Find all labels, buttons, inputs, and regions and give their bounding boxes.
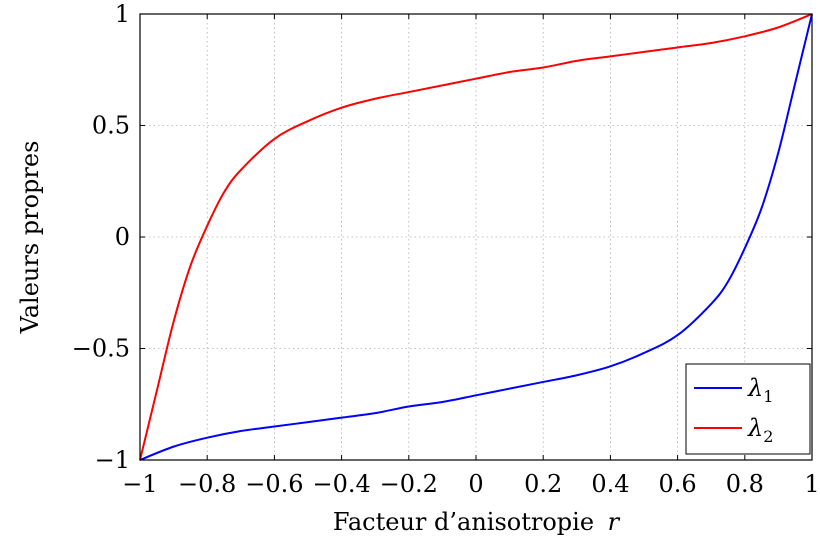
y-axis-title: Valeurs propres (16, 141, 44, 335)
legend: λ1 λ2 (685, 363, 811, 455)
x-tick-label: −0.8 (178, 470, 236, 498)
x-tick-label: 0.6 (659, 470, 697, 498)
x-tick-label: −0.4 (312, 470, 370, 498)
x-tick-label: −0.2 (380, 470, 438, 498)
ticks (139, 13, 813, 461)
x-axis-title-text: Facteur d’anisotropie (333, 508, 594, 536)
y-tick-label: 0.5 (92, 112, 130, 140)
y-tick-label: 1 (115, 0, 130, 28)
series-line-lambda1 (139, 13, 813, 461)
x-axis-title: Facteur d’anisotropie r (333, 508, 621, 536)
x-tick-label: 0 (468, 470, 483, 498)
tick-labels: −1 −0.8 −0.6 −0.4 −0.2 0 0.2 0.4 0.6 0.8 1 −1 −0.5 0 0… (72, 0, 820, 498)
x-axis-variable: r (608, 508, 621, 536)
x-tick-label: 1 (804, 470, 819, 498)
y-tick-label: −0.5 (72, 335, 130, 363)
x-tick-label: 0.8 (726, 470, 764, 498)
series-layer (139, 13, 813, 461)
y-tick-label: 0 (115, 223, 130, 251)
legend-label-lambda2: λ2 (747, 414, 773, 446)
legend-box (685, 363, 811, 455)
y-tick-label: −1 (95, 446, 130, 474)
legend-label-lambda1: λ1 (747, 374, 773, 406)
x-tick-label: −1 (122, 470, 157, 498)
x-tick-label: −0.6 (245, 470, 303, 498)
x-tick-label: 0.2 (524, 470, 562, 498)
series-line-lambda2 (139, 13, 813, 461)
x-tick-label: 0.4 (591, 470, 629, 498)
